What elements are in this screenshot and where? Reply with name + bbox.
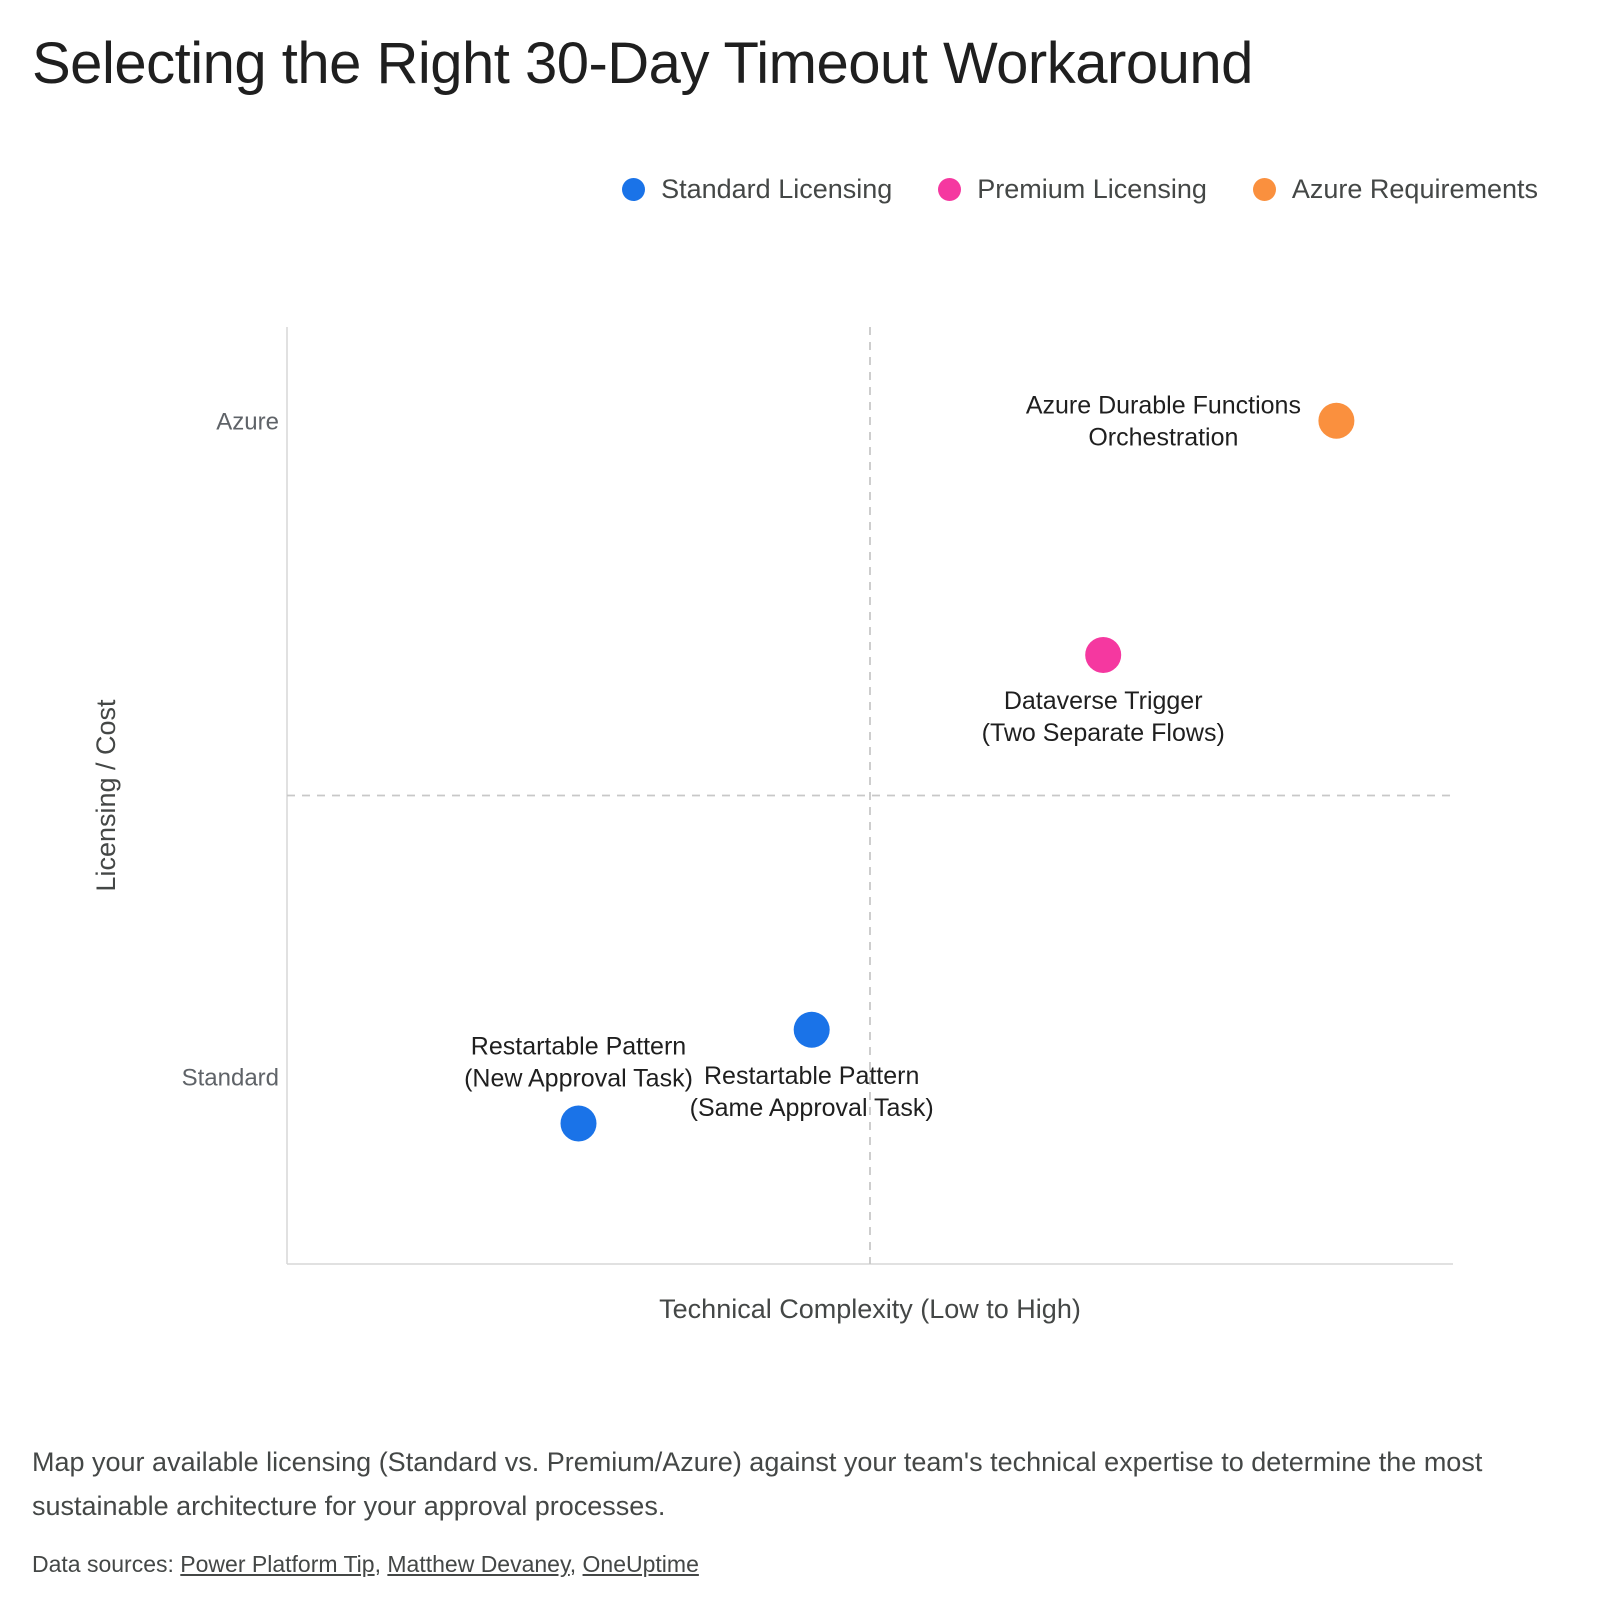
legend-marker-standard	[622, 178, 646, 201]
x-axis-title: Technical Complexity (Low to High)	[659, 1294, 1081, 1324]
point-s1-p0	[1085, 636, 1122, 673]
point-label-s1-p0-line1: (Two Separate Flows)	[982, 719, 1225, 747]
point-s0-p0	[560, 1105, 597, 1142]
legend-item-premium: Premium Licensing	[938, 174, 1207, 205]
point-label-s0-p1-line1: (Same Approval Task)	[690, 1094, 934, 1122]
y-tick-label-0: Standard	[182, 1065, 279, 1092]
legend-label-premium: Premium Licensing	[977, 174, 1207, 204]
legend-marker-premium	[938, 178, 962, 201]
point-s0-p1	[793, 1011, 830, 1048]
chart-caption: Map your available licensing (Standard v…	[32, 1447, 1483, 1521]
sources-prefix: Data sources:	[32, 1551, 181, 1577]
legend-item-azure: Azure Requirements	[1252, 174, 1538, 205]
point-label-s2-p0-line1: Orchestration	[1088, 424, 1238, 452]
point-label-s0-p0-line1: (New Approval Task)	[464, 1064, 693, 1092]
y-axis-title: Licensing / Cost	[91, 699, 121, 892]
legend-label-azure: Azure Requirements	[1291, 174, 1538, 204]
data-sources: Data sources: Power Platform Tip, Matthe…	[32, 1551, 699, 1577]
legend-label-standard: Standard Licensing	[661, 174, 893, 204]
point-label-s2-p0-line0: Azure Durable Functions	[1026, 392, 1301, 420]
source-link-matthew-devaney[interactable]: Matthew Devaney	[387, 1551, 570, 1577]
point-label-s0-p0-line0: Restartable Pattern	[471, 1032, 686, 1060]
legend-marker-azure	[1252, 178, 1276, 201]
source-link-power-platform-tip[interactable]: Power Platform Tip	[180, 1551, 375, 1577]
legend-item-standard: Standard Licensing	[622, 174, 892, 205]
y-tick-label-1: Azure	[216, 409, 279, 436]
point-label-s0-p1-line0: Restartable Pattern	[704, 1062, 919, 1090]
point-s2-p0	[1318, 402, 1355, 439]
chart-title: Selecting the Right 30-Day Timeout Worka…	[32, 31, 1253, 96]
source-link-oneuptime[interactable]: OneUptime	[582, 1551, 699, 1577]
legend: Standard Licensing Premium Licensing Azu…	[622, 174, 1538, 205]
scatter-chart: Standard Azure Technical Complexity (Low t…	[91, 327, 1453, 1324]
point-label-s1-p0-line0: Dataverse Trigger	[1004, 687, 1203, 715]
